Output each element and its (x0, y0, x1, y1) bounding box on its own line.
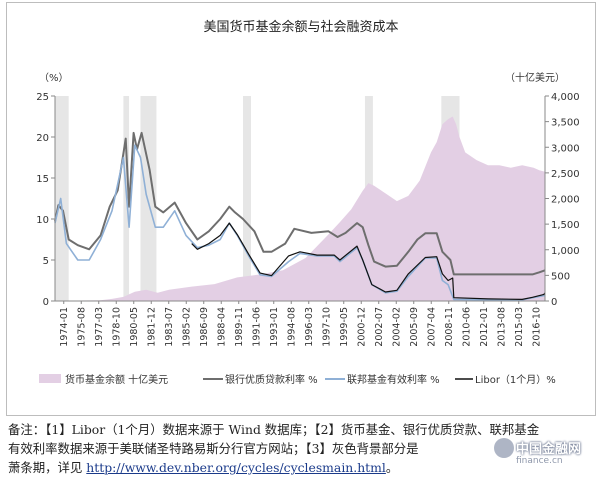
series-libor-line (191, 222, 546, 300)
x-tick-label: 2002-07 (374, 307, 385, 347)
footnote-line-3-suffix: 。 (385, 460, 399, 475)
x-tick-label: 1989-11 (234, 307, 245, 347)
x-tick-label: 2000-12 (356, 307, 367, 347)
x-tick-label: 2013-08 (496, 307, 507, 347)
nber-link[interactable]: http://www.dev.nber.org/cycles/cyclesmai… (86, 460, 386, 475)
left-tick-label: 5 (43, 256, 49, 267)
x-tick-label: 1983-07 (164, 307, 175, 347)
chart-title: 美国货币基金余额与社会融资成本 (203, 19, 398, 35)
right-tick-label: 3,500 (551, 118, 580, 129)
x-tick-label: 1986-09 (199, 307, 210, 347)
x-tick-label: 1999-05 (339, 307, 350, 347)
legend-label-fed-funds: 联邦基金有效利率 % (347, 373, 440, 386)
left-tick-label: 0 (43, 297, 49, 308)
right-tick-label: 1,500 (551, 220, 580, 231)
left-tick-label: 15 (36, 174, 49, 185)
x-tick-label: 1975-08 (76, 307, 87, 347)
watermark-logo-icon (494, 438, 514, 458)
watermark: 中国金融网 finance.cn (494, 438, 586, 472)
series-money-fund-area (55, 116, 545, 301)
x-tick-label: 2015-03 (514, 307, 525, 347)
left-tick-label: 10 (36, 215, 49, 226)
right-tick-label: 2,500 (551, 169, 580, 180)
x-tick-label: 2007-04 (426, 307, 437, 347)
x-tick-label: 1985-02 (181, 307, 192, 347)
left-tick-label: 25 (36, 92, 49, 103)
right-tick-label: 2,000 (551, 195, 580, 206)
chart-container: 美国货币基金余额与社会融资成本 （%） （十亿美元） 0 5 10 15 20 25 0 500 1,… (6, 2, 596, 416)
right-tick-label: 4,000 (551, 92, 580, 103)
x-tick-label: 1996-03 (304, 307, 315, 347)
x-tick-label: 1978-10 (111, 307, 122, 347)
footnote-line-2: 有效利率数据来源于美联储圣特路易斯分行官方网站；【3】灰色背景部分是 (8, 441, 419, 456)
x-tick-label: 2004-02 (391, 307, 402, 347)
recession-band (243, 96, 251, 301)
watermark-cn: 中国金融网 (516, 442, 582, 457)
footnote-line-1: 备注：【1】Libor（1个月）数据来源于 Wind 数据库；【2】货币基金、银… (8, 422, 540, 437)
legend-swatch-money-fund (39, 374, 61, 383)
x-tick-label: 2016-10 (531, 307, 542, 347)
watermark-en: finance.cn (516, 456, 563, 466)
footnote: 备注：【1】Libor（1个月）数据来源于 Wind 数据库；【2】货币基金、银… (8, 420, 592, 477)
x-tick-label: 1977-03 (94, 307, 105, 347)
x-tick-label: 1993-01 (269, 307, 280, 347)
x-tick-label: 2008-11 (444, 307, 455, 347)
x-tick-label: 2005-09 (409, 307, 420, 347)
right-tick-label: 1,000 (551, 246, 580, 257)
legend-label-prime-rate: 银行优质贷款利率 % (225, 373, 318, 386)
legend-label-money-fund: 货币基金余额 十亿美元 (65, 373, 168, 386)
x-tick-label: 1991-06 (251, 307, 262, 347)
right-tick-label: 0 (551, 297, 557, 308)
x-tick-label: 1981-12 (146, 307, 157, 347)
recession-band (55, 96, 69, 301)
left-tick-label: 20 (36, 133, 49, 144)
series-fed-funds-line (54, 144, 546, 301)
series-prime-rate-line (54, 131, 546, 276)
legend-label-libor: Libor（1个月）% (475, 374, 556, 386)
x-tick-label: 1980-05 (129, 307, 140, 347)
x-tick-label: 1997-10 (321, 307, 332, 347)
right-axis-unit: （十亿美元） (505, 71, 565, 84)
left-axis-unit: （%） (39, 72, 69, 84)
x-tick-label: 1988-04 (216, 307, 227, 347)
right-tick-label: 500 (551, 271, 570, 282)
chart-svg: 美国货币基金余额与社会融资成本 （%） （十亿美元） 0 5 10 15 20 25 0 500 1,… (36, 19, 580, 386)
right-tick-label: 3,000 (551, 143, 580, 154)
footnote-line-3-prefix: 萧条期，详见 (8, 460, 87, 475)
x-tick-label: 1994-08 (286, 307, 297, 347)
x-tick-label: 1974-01 (59, 307, 70, 347)
x-tick-label: 2012-01 (479, 307, 490, 347)
x-tick-label: 2010-06 (461, 307, 472, 347)
